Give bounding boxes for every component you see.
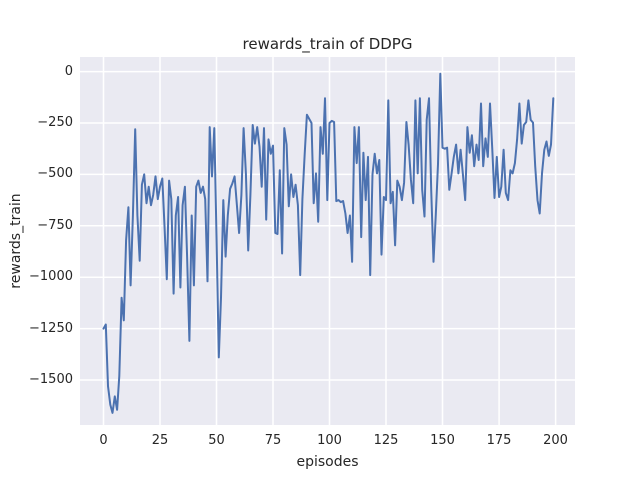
x-tick-label: 75 — [264, 433, 282, 448]
y-tick-label: −1500 — [29, 371, 73, 387]
chart-title: rewards_train of DDPG — [242, 35, 413, 53]
x-tick-label: 150 — [430, 433, 455, 448]
y-tick-label: 0 — [64, 63, 73, 79]
x-tick-label: 100 — [317, 433, 342, 448]
x-tick-label: 25 — [151, 433, 169, 448]
x-tick-label: 125 — [373, 433, 399, 448]
chart-canvas — [80, 57, 575, 425]
y-tick-label: −250 — [37, 114, 73, 130]
x-tick-label: 200 — [543, 433, 568, 448]
x-tick-label: 175 — [486, 433, 512, 448]
y-tick-label: −500 — [37, 166, 73, 182]
x-tick-label: 0 — [99, 433, 108, 448]
x-tick-label: 50 — [208, 433, 225, 448]
x-axis-label: episodes — [296, 454, 359, 470]
y-tick-label: −1250 — [29, 320, 73, 336]
series-line-rewards_train — [102, 72, 555, 414]
y-tick-label: −750 — [37, 217, 73, 233]
y-axis-label: rewards_train — [8, 193, 24, 289]
y-tick-label: −1000 — [29, 269, 73, 285]
plot-area — [80, 57, 575, 425]
